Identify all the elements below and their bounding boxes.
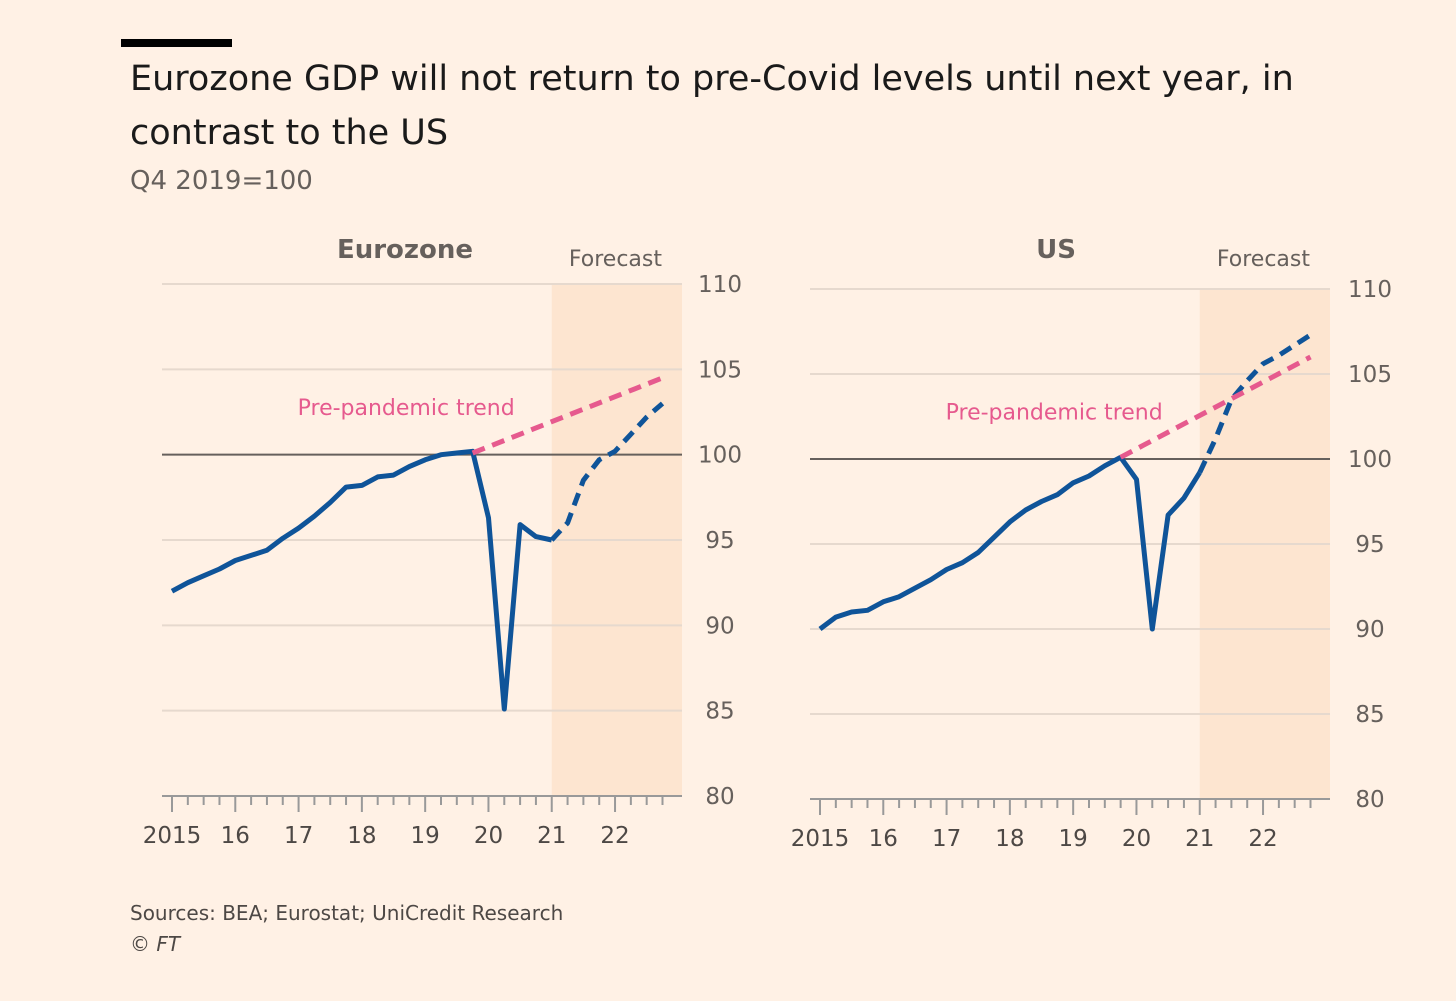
panel-1-y-tick-label: 105 — [698, 357, 742, 383]
panel-1-gdp-actual-line — [170, 448, 553, 712]
panel-1-y-tick-label: 100 — [698, 443, 742, 469]
panel-2-x-tick-label: 20 — [1122, 826, 1151, 852]
panel-2-x-tick-label: 2015 — [791, 826, 850, 852]
panel-2-trend-annotation: Pre-pandemic trend — [946, 400, 1163, 425]
copyright-note: © FT — [130, 932, 181, 956]
panel-1-x-tick-label: 20 — [474, 823, 503, 849]
panel-1-y-tick-label: 95 — [705, 528, 734, 554]
panel-1-title: Eurozone — [337, 235, 473, 265]
panel-2-x-tick-label: 17 — [932, 826, 961, 852]
panel-1-x-tick-label: 17 — [284, 823, 313, 849]
chart-footer: Sources: BEA; Eurostat; UniCredit Resear… — [130, 898, 563, 960]
panel-2-x-tick-label: 22 — [1248, 826, 1277, 852]
source-note: Sources: BEA; Eurostat; UniCredit Resear… — [130, 901, 564, 925]
panel-2-x-tick-label: 16 — [869, 826, 898, 852]
panel-2-y-tick-label: 105 — [1348, 362, 1392, 388]
panel-2-y-tick-label: 95 — [1355, 532, 1384, 558]
panel-1-x-tick-label: 19 — [411, 823, 440, 849]
panel-2-x-tick-label: 18 — [995, 826, 1024, 852]
panel-2-y-tick-label: 80 — [1355, 787, 1384, 813]
panel-1-x-tick-label: 18 — [347, 823, 376, 849]
panel-2-x-tick-label: 21 — [1185, 826, 1214, 852]
panel-2-x-tick-label: 19 — [1059, 826, 1088, 852]
panel-2-gdp-forecast-line — [1197, 332, 1312, 474]
panel-1-x-tick-label: 21 — [537, 823, 566, 849]
chart-title: Eurozone GDP will not return to pre-Covi… — [130, 59, 1294, 153]
panel-1-gdp-forecast-line — [549, 401, 665, 542]
panel-1-y-tick-label: 90 — [705, 613, 734, 639]
title-accent-bar — [121, 39, 232, 47]
panel-2-y-tick-label: 85 — [1355, 702, 1384, 728]
panel-1-x-tick-label: 16 — [221, 823, 250, 849]
panel-2-trend-line — [1119, 354, 1312, 460]
panel-2-y-tick-label: 100 — [1348, 447, 1392, 473]
panel-1-trend-annotation: Pre-pandemic trend — [298, 396, 515, 421]
panel-1-x-tick-label: 2015 — [143, 823, 202, 849]
panel-2-forecast-label: Forecast — [1217, 247, 1310, 272]
panel-1-trend-line — [471, 375, 664, 456]
panel-1-y-tick-label: 85 — [705, 699, 734, 725]
panel-2-y-tick-label: 90 — [1355, 617, 1384, 643]
panel-1-forecast-label: Forecast — [569, 247, 662, 272]
panel-2-y-tick-label: 110 — [1348, 277, 1392, 303]
panel-2-gdp-actual-line — [818, 454, 1202, 632]
panel-1-y-tick-label: 80 — [705, 784, 734, 810]
panel-1-x-tick-label: 22 — [600, 823, 629, 849]
chart-subtitle: Q4 2019=100 — [130, 166, 313, 196]
panel-1-y-tick-label: 110 — [698, 272, 742, 298]
panel-2-title: US — [1036, 235, 1076, 265]
